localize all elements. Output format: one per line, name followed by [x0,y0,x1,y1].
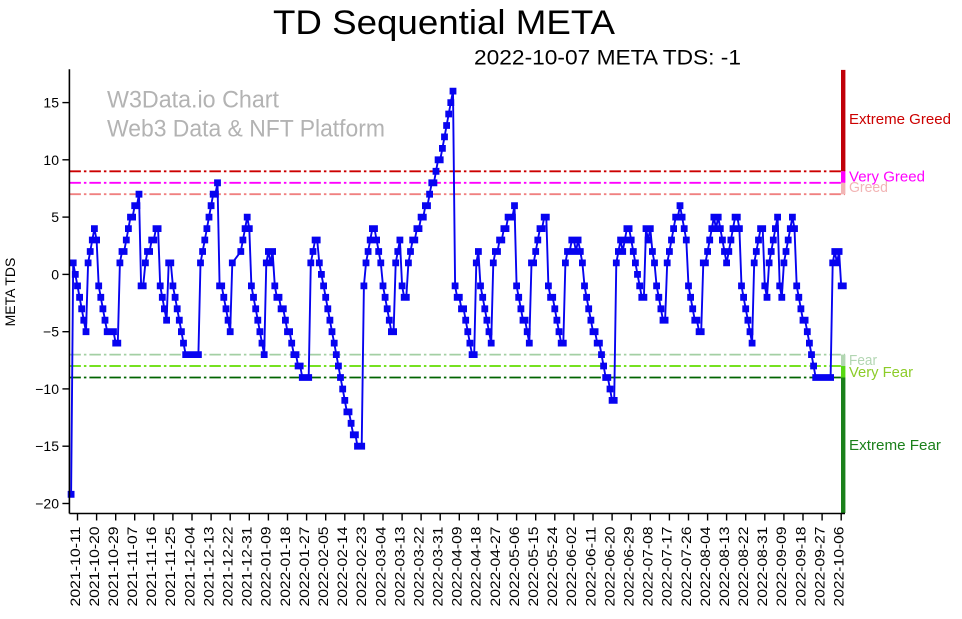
svg-text:2022-10-06: 2022-10-06 [831,526,847,606]
svg-text:Extreme Fear: Extreme Fear [849,438,941,454]
svg-text:2022-06-11: 2022-06-11 [582,526,598,606]
svg-text:2022-09-09: 2022-09-09 [773,526,789,606]
svg-text:2022-07-26: 2022-07-26 [678,526,694,606]
svg-text:2021-11-16: 2021-11-16 [143,526,159,606]
svg-text:2021-12-04: 2021-12-04 [181,526,197,606]
svg-text:W3Data.io Chart: W3Data.io Chart [107,87,279,114]
svg-text:2022-09-27: 2022-09-27 [811,526,827,606]
svg-text:2022-01-27: 2022-01-27 [296,526,312,606]
svg-text:Very Greed: Very Greed [849,170,925,186]
svg-text:2021-10-29: 2021-10-29 [105,526,121,606]
svg-text:2022-02-14: 2022-02-14 [334,526,350,606]
svg-text:TD Sequential META: TD Sequential META [273,4,615,42]
svg-text:2022-07-08: 2022-07-08 [640,526,656,606]
svg-text:2022-03-04: 2022-03-04 [372,526,388,606]
svg-text:2021-11-25: 2021-11-25 [162,526,178,606]
svg-text:2022-09-18: 2022-09-18 [792,526,808,606]
svg-text:2022-08-31: 2022-08-31 [754,526,770,606]
svg-text:Extreme Greed: Extreme Greed [849,112,951,128]
svg-text:2022-06-29: 2022-06-29 [621,526,637,606]
svg-text:2022-03-31: 2022-03-31 [430,526,446,606]
svg-text:2022-06-20: 2022-06-20 [601,526,617,606]
svg-text:2022-04-18: 2022-04-18 [468,526,484,606]
svg-text:−20: −20 [35,496,59,512]
svg-text:2022-08-13: 2022-08-13 [716,526,732,606]
svg-text:2022-08-22: 2022-08-22 [735,526,751,606]
svg-text:2022-05-15: 2022-05-15 [525,526,541,606]
svg-text:2022-02-23: 2022-02-23 [353,526,369,606]
svg-text:2021-12-22: 2021-12-22 [220,526,236,606]
svg-text:10: 10 [43,152,59,168]
svg-text:0: 0 [51,266,59,282]
svg-text:2022-03-13: 2022-03-13 [391,526,407,606]
svg-text:15: 15 [43,95,59,111]
svg-text:2022-08-04: 2022-08-04 [697,526,713,606]
svg-text:2021-12-13: 2021-12-13 [200,526,216,606]
svg-text:−5: −5 [43,324,59,340]
svg-text:Fear: Fear [849,353,877,369]
svg-text:2021-11-07: 2021-11-07 [124,526,140,606]
svg-text:2022-01-09: 2022-01-09 [258,526,274,606]
svg-text:2022-04-27: 2022-04-27 [487,526,503,606]
svg-text:−15: −15 [35,438,59,454]
svg-text:META TDS: META TDS [2,258,18,327]
svg-text:Web3 Data & NFT Platform: Web3 Data & NFT Platform [107,116,385,143]
svg-text:2022-07-17: 2022-07-17 [659,526,675,606]
svg-text:2022-05-06: 2022-05-06 [506,526,522,606]
svg-text:2021-10-11: 2021-10-11 [67,526,83,606]
svg-text:2022-03-22: 2022-03-22 [410,526,426,606]
svg-text:2021-12-31: 2021-12-31 [239,526,255,606]
svg-text:5: 5 [51,209,59,225]
svg-text:2022-10-07 META TDS: -1: 2022-10-07 META TDS: -1 [474,47,741,70]
svg-text:2021-10-20: 2021-10-20 [86,526,102,606]
svg-text:2022-01-18: 2022-01-18 [277,526,293,606]
svg-text:2022-06-02: 2022-06-02 [563,526,579,606]
svg-text:2022-05-24: 2022-05-24 [544,526,560,606]
svg-text:Greed: Greed [849,180,888,196]
svg-text:2022-02-05: 2022-02-05 [315,526,331,606]
svg-text:2022-04-09: 2022-04-09 [449,526,465,606]
svg-text:−10: −10 [35,381,59,397]
svg-text:Very Fear: Very Fear [849,365,913,381]
